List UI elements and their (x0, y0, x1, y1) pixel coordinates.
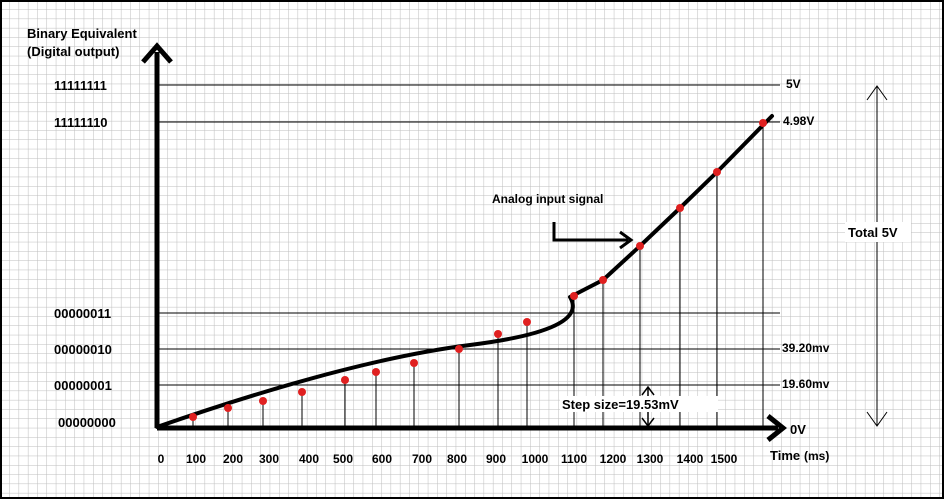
step-size-arrow-bottom (641, 417, 655, 428)
voltage-label: 5V (786, 77, 801, 91)
sample-lines (192, 123, 764, 428)
time-tick-label: 800 (447, 452, 467, 466)
sample-points (189, 119, 767, 421)
y-axis-arrowhead (141, 42, 173, 64)
binary-code-label: 00000000 (58, 415, 116, 430)
y-axis-title-line2: (Digital output) (27, 44, 119, 59)
x-axis-arrowhead (766, 414, 788, 442)
sample-point (599, 276, 607, 284)
analog-input-label: Analog input signal (492, 192, 603, 206)
analog-signal-curve (155, 114, 774, 429)
time-tick-label: 100 (186, 452, 206, 466)
voltage-label: 0V (790, 422, 806, 437)
binary-code-label: 00000001 (54, 378, 112, 393)
time-tick-label: 900 (486, 452, 506, 466)
time-tick-label: 1100 (561, 452, 587, 466)
time-tick-label: 500 (333, 452, 353, 466)
x-axis-title: Time (770, 448, 800, 463)
time-tick-label: 700 (412, 452, 432, 466)
binary-code-label: 00000011 (54, 306, 111, 321)
step-label-bg (560, 396, 718, 412)
voltage-label: 4.98V (783, 114, 814, 128)
binary-code-label: 00000010 (54, 342, 112, 357)
sample-point (372, 368, 380, 376)
total-5v-label: Total 5V (848, 225, 898, 240)
sample-point (523, 318, 531, 326)
time-tick-label: 300 (259, 452, 279, 466)
time-tick-label: 400 (299, 452, 319, 466)
binary-code-label: 11111110 (54, 115, 108, 130)
sample-point (570, 292, 578, 300)
binary-code-label: 11111111 (54, 78, 107, 93)
sample-point (259, 397, 267, 405)
sample-point (341, 376, 349, 384)
sample-point (713, 168, 721, 176)
sample-point (636, 242, 644, 250)
time-tick-label: 0 (158, 452, 165, 466)
time-tick-labels: 0 100 200 300 400 500 600 700 800 900 1000 1100 1200… (158, 452, 738, 466)
y-axis-title-line1: Binary Equivalent (27, 26, 137, 41)
time-tick-label: 1500 (711, 452, 738, 466)
sample-point (759, 119, 767, 127)
total-span-arrow-bottom (866, 411, 888, 427)
step-size-arrow-top (641, 385, 655, 396)
total-label-bg (845, 222, 911, 242)
sample-point (298, 388, 306, 396)
voltage-label: 19.60mv (782, 377, 830, 391)
sample-point (224, 404, 232, 412)
sample-point (676, 204, 684, 212)
step-size-label: Step size=19.53mV (562, 397, 679, 412)
time-tick-label: 200 (223, 452, 243, 466)
sample-point (494, 330, 502, 338)
sample-point (455, 345, 463, 353)
time-tick-label: 1300 (637, 452, 664, 466)
time-tick-label: 1400 (677, 452, 704, 466)
time-tick-label: 600 (372, 452, 392, 466)
voltage-label: 39.20mv (782, 341, 830, 355)
analog-label-arrow (552, 222, 628, 242)
total-span-arrow-top (866, 85, 888, 101)
x-axis-unit: (ms) (804, 449, 829, 463)
sample-point (410, 359, 418, 367)
sample-point (189, 413, 197, 421)
analog-label-arrowhead (619, 230, 634, 250)
time-tick-label: 1000 (522, 452, 549, 466)
time-tick-label: 1200 (600, 452, 627, 466)
